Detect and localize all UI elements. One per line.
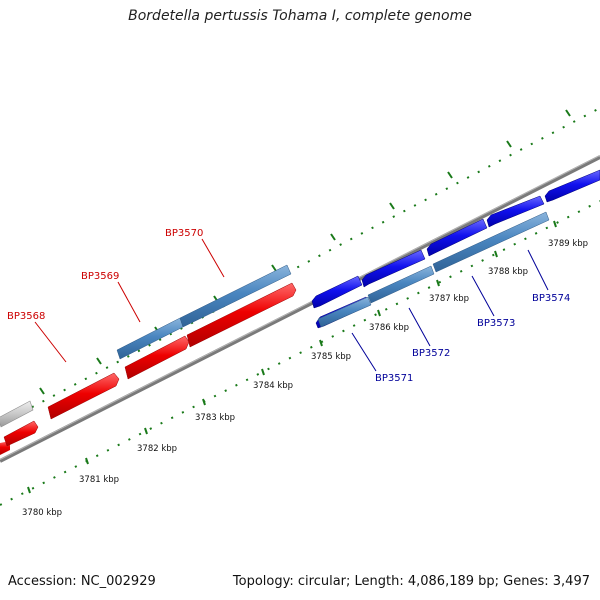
tick-mark xyxy=(319,339,323,347)
leader-line-bp3572 xyxy=(408,307,431,347)
tick-mark xyxy=(85,457,89,465)
steel-feature-4 xyxy=(367,265,435,304)
tick-label: 3785 kbp xyxy=(311,352,351,362)
backbone-highlight xyxy=(0,155,600,460)
tick-mark xyxy=(96,357,102,365)
steel-feature-2 xyxy=(179,264,292,328)
tick-mark xyxy=(494,250,498,258)
ruler-outer xyxy=(0,107,600,425)
tick-label: 3784 kbp xyxy=(253,381,293,391)
leader-line-bp3574 xyxy=(527,249,549,291)
genome-backbone xyxy=(0,155,600,463)
tick-mark xyxy=(389,202,395,210)
genome-stats-text: Topology: circular; Length: 4,086,189 bp… xyxy=(232,574,590,589)
tick-label: 3782 kbp xyxy=(137,444,177,454)
gene-arrow-bp3574[interactable] xyxy=(486,195,545,228)
grey-feature xyxy=(0,400,34,428)
tick-mark xyxy=(565,109,571,117)
gene-arrow-bp3573[interactable] xyxy=(426,218,488,257)
accession-text: Accession: NC_002929 xyxy=(8,574,156,589)
steel-feature-5 xyxy=(432,211,550,273)
gene-arrow-bp3571[interactable] xyxy=(311,275,363,309)
tick-mark xyxy=(436,279,440,287)
gene-arrow-bp3568[interactable] xyxy=(47,372,120,420)
tick-label: 3788 kbp xyxy=(488,267,528,277)
ruler-inner xyxy=(0,200,600,506)
gene-arrow-bp3569[interactable] xyxy=(124,335,190,380)
leader-line-bp3571 xyxy=(351,332,377,372)
steel-feature-3 xyxy=(317,296,372,328)
tick-mark xyxy=(202,398,206,406)
leader-line-bp3568 xyxy=(34,321,67,363)
gene-label-bp3571[interactable]: BP3571 xyxy=(375,373,413,384)
gene-arrow-partial[interactable] xyxy=(3,420,39,447)
ruler-inner-ticks xyxy=(27,220,557,494)
tick-mark xyxy=(261,368,265,376)
leader-line-bp3573 xyxy=(471,275,495,317)
tick-labels: 3780 kbp 3781 kbp 3782 kbp 3783 kbp 3784… xyxy=(22,239,588,518)
tick-mark xyxy=(447,171,453,179)
tick-label: 3789 kbp xyxy=(548,239,588,249)
tick-mark xyxy=(39,387,45,395)
gene-arrow-bp3572[interactable] xyxy=(361,249,426,288)
gene-arrow-bp3570[interactable] xyxy=(186,282,297,348)
tick-mark xyxy=(377,309,381,317)
tick-label: 3787 kbp xyxy=(429,294,469,304)
gene-label-bp3573[interactable]: BP3573 xyxy=(477,318,515,329)
gene-label-bp3569[interactable]: BP3569 xyxy=(81,271,119,282)
leader-line-bp3570 xyxy=(201,238,225,278)
tick-label: 3786 kbp xyxy=(369,323,409,333)
tick-label: 3781 kbp xyxy=(79,475,119,485)
gene-label-bp3574[interactable]: BP3574 xyxy=(532,293,570,304)
map-title: Bordetella pertussis Tohama I, complete … xyxy=(128,8,472,24)
tick-mark xyxy=(27,486,31,494)
tick-mark xyxy=(553,220,557,228)
gene-label-bp3570[interactable]: BP3570 xyxy=(165,228,203,239)
gene-label-bp3572[interactable]: BP3572 xyxy=(412,348,450,359)
tick-label: 3780 kbp xyxy=(22,508,62,518)
tick-mark xyxy=(271,264,277,272)
gene-arrow-right[interactable] xyxy=(544,169,600,203)
tick-label: 3783 kbp xyxy=(195,413,235,423)
gene-label-bp3568[interactable]: BP3568 xyxy=(7,311,45,322)
tick-mark xyxy=(330,233,336,241)
leader-line-bp3569 xyxy=(117,281,141,323)
tick-mark xyxy=(144,427,148,435)
tick-mark xyxy=(506,140,512,148)
